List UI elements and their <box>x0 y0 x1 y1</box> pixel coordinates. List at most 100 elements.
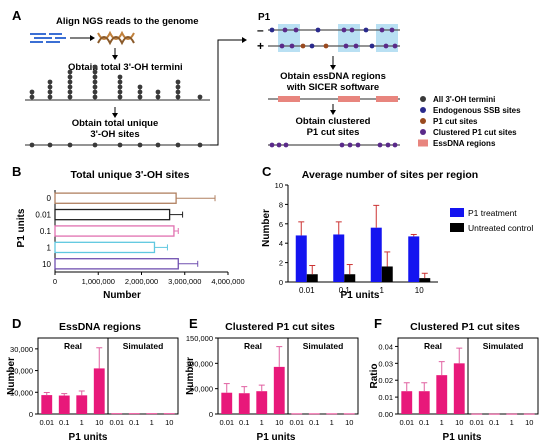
category-label: 0.1 <box>129 418 139 427</box>
panel-e-xlabel: P1 units <box>257 432 296 443</box>
category-label: 0 <box>47 194 52 203</box>
bar <box>54 258 179 270</box>
terminus-dot <box>47 84 53 90</box>
step-essdna-2: with SICER software <box>286 82 379 93</box>
bar <box>381 266 393 282</box>
panel-letter-a: A <box>12 8 22 23</box>
clustered-site-dot <box>377 142 383 148</box>
bar <box>401 391 413 414</box>
legend-dot <box>420 107 426 113</box>
minus-strand-sign: – <box>257 23 264 37</box>
panel-letter-d: D <box>12 316 21 331</box>
terminus-dot <box>92 74 98 80</box>
legend-swatch <box>450 223 464 232</box>
terminus-dot <box>175 89 181 95</box>
category-label: 10 <box>345 418 353 427</box>
category-label: 1 <box>380 286 385 295</box>
category-label: 1 <box>330 418 334 427</box>
bar <box>291 413 303 415</box>
strand-site-dot <box>389 27 395 33</box>
group-label-simulated: Simulated <box>123 341 164 351</box>
bar <box>343 413 355 415</box>
panel-b-xlabel: Number <box>103 290 141 301</box>
bar <box>471 413 483 415</box>
category-label: 0.01 <box>299 286 315 295</box>
y-tick-label: 2 <box>279 259 283 268</box>
clustered-site-dot <box>276 142 282 148</box>
strand-site-dot <box>279 43 285 49</box>
unique-site-dot <box>92 142 98 148</box>
bar <box>453 363 465 414</box>
essdna-pink-region <box>278 96 300 102</box>
chart-e: Real Simulated 0 50,000 100,000 150,000 0.01 0.… <box>186 334 359 427</box>
terminus-dot <box>117 94 123 100</box>
terminus-dot <box>197 94 203 100</box>
x-tick-label: 4,000,000 <box>211 277 244 286</box>
category-label: 0.01 <box>399 418 414 427</box>
terminus-dot <box>117 79 123 85</box>
chart-c: 0 2 4 6 8 10 0.01 0.1 1 10 P1 treatment Untreated c… <box>275 181 534 295</box>
y-tick-label: 50,000 <box>190 385 213 394</box>
bar <box>54 241 156 254</box>
panel-letter-f: F <box>374 316 382 331</box>
panel-e-title: Clustered P1 cut sites <box>225 321 335 333</box>
panel-b-ylabel: P1 units <box>16 208 27 247</box>
step-unique-1: Obtain total unique <box>72 118 159 129</box>
strand-site-dot <box>383 43 389 49</box>
bar <box>256 391 268 414</box>
unique-site-dot <box>155 142 161 148</box>
essdna-pink-regions <box>278 96 398 102</box>
legend-dot <box>420 96 426 102</box>
terminus-dot <box>29 89 35 95</box>
terminus-dot <box>92 64 98 70</box>
category-label: 0.01 <box>219 418 234 427</box>
panel-letter-c: C <box>262 164 272 179</box>
terminus-dot <box>175 84 181 90</box>
bar <box>295 235 307 282</box>
category-label: 0.01 <box>289 418 304 427</box>
unique-site-dot <box>117 142 123 148</box>
bar <box>326 413 338 415</box>
category-label: 1 <box>260 418 264 427</box>
category-label: 0.1 <box>339 286 351 295</box>
p1-label: P1 <box>258 12 271 23</box>
strand-site-dot <box>293 27 299 33</box>
strand-site-dot <box>269 27 275 33</box>
strand-site-dot <box>379 27 385 33</box>
arrow-down-2-head <box>112 113 118 118</box>
panel-e-ylabel: Number <box>185 357 196 395</box>
plus-strand-sign: + <box>257 39 264 53</box>
strand-site-dot <box>289 43 295 49</box>
bar <box>54 192 177 204</box>
terminus-dot <box>67 84 73 90</box>
terminus-dot <box>47 79 53 85</box>
connector-arrow-head <box>242 37 247 43</box>
terminus-dot <box>155 94 161 100</box>
bar <box>488 413 500 415</box>
connector-arrow <box>210 39 242 146</box>
panel-f-xlabel: P1 units <box>443 432 482 443</box>
arrow-head-icon <box>90 35 95 41</box>
panel-b: B Total unique 3'-OH sites P1 units Numb… <box>12 164 245 301</box>
bar <box>238 393 250 414</box>
panel-c-title: Average number of sites per region <box>302 169 478 181</box>
x-tick-label: 1,000,000 <box>82 277 115 286</box>
category-label: 1 <box>80 418 84 427</box>
unique-site-dot <box>47 142 53 148</box>
step-clustered-1: Obtain clustered <box>296 116 371 127</box>
strand-site-dot <box>309 43 315 49</box>
strand-site-dot <box>282 27 288 33</box>
dna-helix-icon <box>97 30 135 46</box>
terminus-dot <box>67 69 73 75</box>
group-label-simulated: Simulated <box>303 341 344 351</box>
y-tick-label: 6 <box>279 220 283 229</box>
y-tick-label: 0.03 <box>378 359 393 368</box>
terminus-dot <box>117 84 123 90</box>
terminus-dot <box>92 94 98 100</box>
legend-swatch <box>450 208 464 217</box>
panel-d: D EssDNA regions Number P1 units Real Sim… <box>6 316 179 443</box>
y-tick-label: 0.04 <box>378 342 393 351</box>
clustered-site-dot <box>283 142 289 148</box>
y-tick-label: 0 <box>209 410 213 419</box>
